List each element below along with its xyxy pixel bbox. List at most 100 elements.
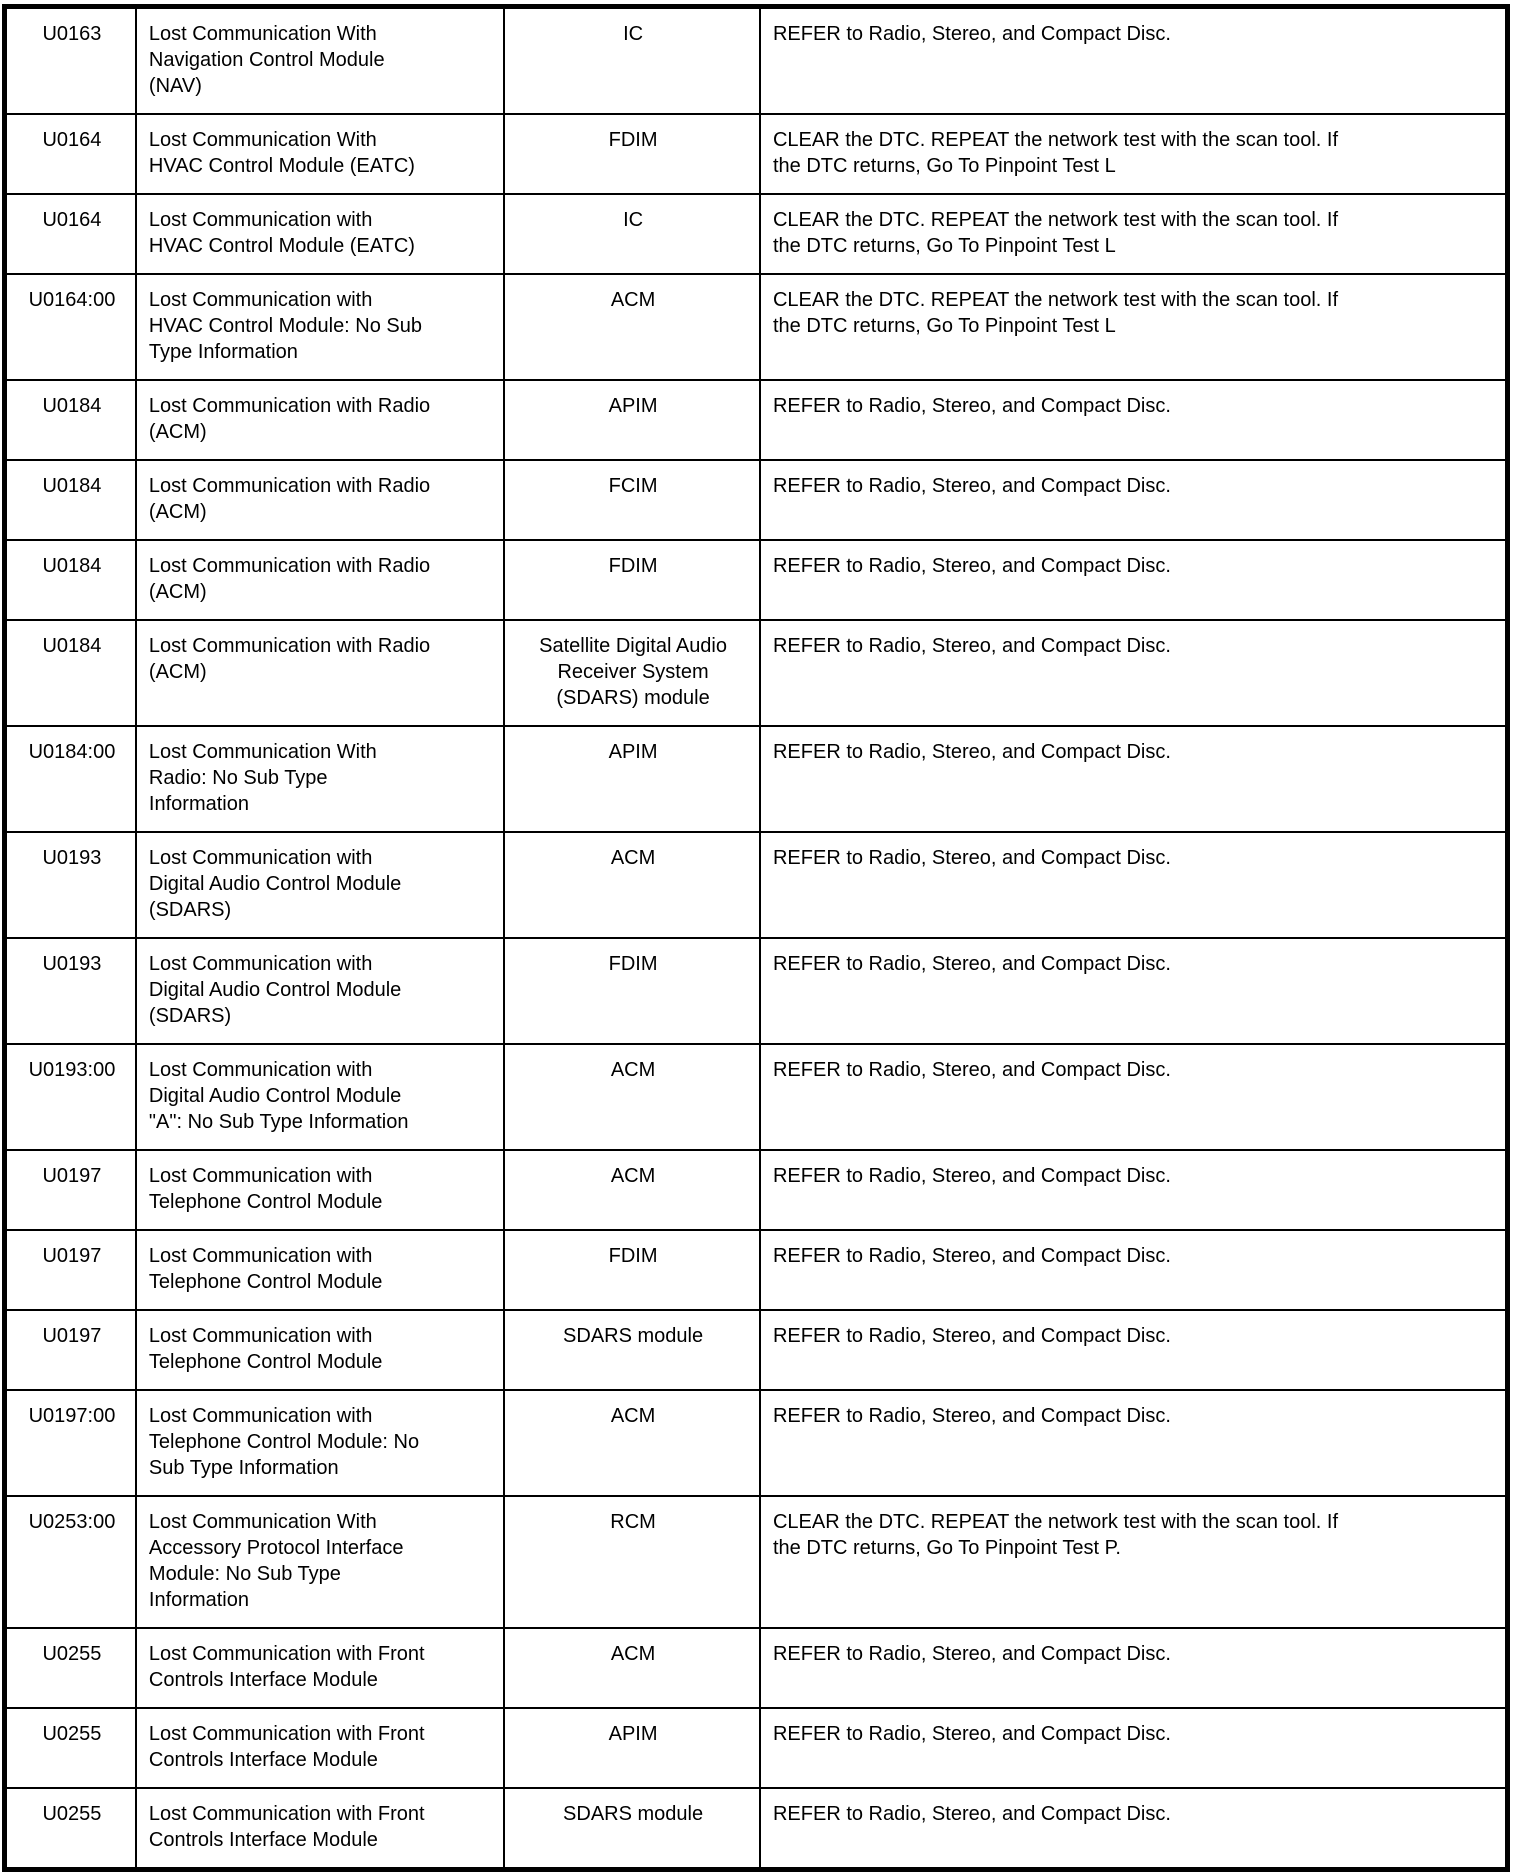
dtc-table-row: U0197 Lost Communication with Telephone … — [3, 1149, 1509, 1231]
dtc-code-cell: U0197 — [3, 1149, 137, 1231]
dtc-action-cell: CLEAR the DTC. REPEAT the network test w… — [758, 1495, 1509, 1629]
dtc-action-cell: REFER to Radio, Stereo, and Compact Disc… — [758, 937, 1509, 1045]
dtc-module-cell: FCIM — [503, 459, 761, 541]
dtc-action-cell: REFER to Radio, Stereo, and Compact Disc… — [758, 725, 1509, 833]
dtc-module-cell: Satellite Digital Audio Receiver System … — [503, 619, 761, 727]
dtc-table-row: U0255 Lost Communication with Front Cont… — [3, 1707, 1509, 1789]
dtc-module-cell: SDARS module — [503, 1787, 761, 1871]
dtc-table-row: U0184:00 Lost Communication With Radio: … — [3, 725, 1509, 833]
dtc-module-cell: ACM — [503, 1043, 761, 1151]
dtc-module-cell: FDIM — [503, 1229, 761, 1311]
dtc-module-cell: ACM — [503, 831, 761, 939]
dtc-code-cell: U0197 — [3, 1229, 137, 1311]
dtc-table: U0163 Lost Communication With Navigation… — [2, 4, 1510, 1872]
dtc-code-cell: U0193:00 — [3, 1043, 137, 1151]
dtc-action-cell: CLEAR the DTC. REPEAT the network test w… — [758, 273, 1509, 381]
dtc-description-cell: Lost Communication with Front Controls I… — [134, 1787, 506, 1871]
dtc-code-cell: U0197:00 — [3, 1389, 137, 1497]
dtc-action-cell: REFER to Radio, Stereo, and Compact Disc… — [758, 539, 1509, 621]
dtc-description-cell: Lost Communication with Telephone Contro… — [134, 1229, 506, 1311]
dtc-module-cell: ACM — [503, 1149, 761, 1231]
dtc-code-cell: U0255 — [3, 1787, 137, 1871]
dtc-action-cell: REFER to Radio, Stereo, and Compact Disc… — [758, 379, 1509, 461]
dtc-description-cell: Lost Communication with Radio (ACM) — [134, 619, 506, 727]
dtc-action-cell: REFER to Radio, Stereo, and Compact Disc… — [758, 1229, 1509, 1311]
dtc-module-cell: IC — [503, 5, 761, 115]
dtc-table-row: U0164 Lost Communication With HVAC Contr… — [3, 113, 1509, 195]
dtc-action-cell: REFER to Radio, Stereo, and Compact Disc… — [758, 619, 1509, 727]
dtc-table-row: U0255 Lost Communication with Front Cont… — [3, 1787, 1509, 1871]
dtc-description-cell: Lost Communication with Digital Audio Co… — [134, 831, 506, 939]
dtc-description-cell: Lost Communication with Telephone Contro… — [134, 1309, 506, 1391]
dtc-table-row: U0184 Lost Communication with Radio (ACM… — [3, 619, 1509, 727]
dtc-code-cell: U0184 — [3, 379, 137, 461]
dtc-table-row: U0197:00 Lost Communication with Telepho… — [3, 1389, 1509, 1497]
dtc-module-cell: FDIM — [503, 539, 761, 621]
dtc-action-cell: REFER to Radio, Stereo, and Compact Disc… — [758, 5, 1509, 115]
dtc-action-cell: REFER to Radio, Stereo, and Compact Disc… — [758, 1389, 1509, 1497]
dtc-code-cell: U0184 — [3, 459, 137, 541]
dtc-code-cell: U0184 — [3, 619, 137, 727]
dtc-module-cell: IC — [503, 193, 761, 275]
dtc-table-row: U0253:00 Lost Communication With Accesso… — [3, 1495, 1509, 1629]
dtc-code-cell: U0193 — [3, 831, 137, 939]
dtc-code-cell: U0193 — [3, 937, 137, 1045]
dtc-code-cell: U0255 — [3, 1627, 137, 1709]
dtc-table-row: U0164:00 Lost Communication with HVAC Co… — [3, 273, 1509, 381]
dtc-table-row: U0163 Lost Communication With Navigation… — [3, 5, 1509, 115]
dtc-module-cell: FDIM — [503, 937, 761, 1045]
dtc-code-cell: U0197 — [3, 1309, 137, 1391]
dtc-module-cell: ACM — [503, 1389, 761, 1497]
dtc-description-cell: Lost Communication with Digital Audio Co… — [134, 1043, 506, 1151]
dtc-description-cell: Lost Communication With Radio: No Sub Ty… — [134, 725, 506, 833]
dtc-table-body: U0163 Lost Communication With Navigation… — [3, 5, 1509, 1871]
dtc-table-row: U0193 Lost Communication with Digital Au… — [3, 937, 1509, 1045]
dtc-action-cell: REFER to Radio, Stereo, and Compact Disc… — [758, 831, 1509, 939]
dtc-table-row: U0184 Lost Communication with Radio (ACM… — [3, 459, 1509, 541]
dtc-table-row: U0193 Lost Communication with Digital Au… — [3, 831, 1509, 939]
dtc-description-cell: Lost Communication with Radio (ACM) — [134, 379, 506, 461]
dtc-description-cell: Lost Communication with HVAC Control Mod… — [134, 193, 506, 275]
dtc-description-cell: Lost Communication with Radio (ACM) — [134, 539, 506, 621]
dtc-table-row: U0197 Lost Communication with Telephone … — [3, 1309, 1509, 1391]
dtc-description-cell: Lost Communication with Front Controls I… — [134, 1627, 506, 1709]
dtc-action-cell: REFER to Radio, Stereo, and Compact Disc… — [758, 1043, 1509, 1151]
dtc-table-row: U0193:00 Lost Communication with Digital… — [3, 1043, 1509, 1151]
dtc-table-row: U0164 Lost Communication with HVAC Contr… — [3, 193, 1509, 275]
dtc-code-cell: U0164:00 — [3, 273, 137, 381]
dtc-action-cell: REFER to Radio, Stereo, and Compact Disc… — [758, 1627, 1509, 1709]
dtc-description-cell: Lost Communication with Front Controls I… — [134, 1707, 506, 1789]
dtc-table-row: U0184 Lost Communication with Radio (ACM… — [3, 539, 1509, 621]
dtc-module-cell: SDARS module — [503, 1309, 761, 1391]
dtc-module-cell: APIM — [503, 725, 761, 833]
dtc-description-cell: Lost Communication With HVAC Control Mod… — [134, 113, 506, 195]
dtc-code-cell: U0163 — [3, 5, 137, 115]
dtc-action-cell: REFER to Radio, Stereo, and Compact Disc… — [758, 1707, 1509, 1789]
dtc-table-row: U0184 Lost Communication with Radio (ACM… — [3, 379, 1509, 461]
dtc-description-cell: Lost Communication with Radio (ACM) — [134, 459, 506, 541]
dtc-module-cell: ACM — [503, 273, 761, 381]
dtc-description-cell: Lost Communication with Telephone Contro… — [134, 1389, 506, 1497]
dtc-code-cell: U0255 — [3, 1707, 137, 1789]
dtc-table-row: U0197 Lost Communication with Telephone … — [3, 1229, 1509, 1311]
dtc-module-cell: APIM — [503, 1707, 761, 1789]
dtc-action-cell: REFER to Radio, Stereo, and Compact Disc… — [758, 1149, 1509, 1231]
dtc-code-cell: U0184:00 — [3, 725, 137, 833]
dtc-module-cell: APIM — [503, 379, 761, 461]
dtc-description-cell: Lost Communication with HVAC Control Mod… — [134, 273, 506, 381]
dtc-description-cell: Lost Communication With Accessory Protoc… — [134, 1495, 506, 1629]
dtc-description-cell: Lost Communication with Telephone Contro… — [134, 1149, 506, 1231]
dtc-action-cell: REFER to Radio, Stereo, and Compact Disc… — [758, 459, 1509, 541]
dtc-description-cell: Lost Communication With Navigation Contr… — [134, 5, 506, 115]
dtc-action-cell: REFER to Radio, Stereo, and Compact Disc… — [758, 1787, 1509, 1871]
dtc-code-cell: U0184 — [3, 539, 137, 621]
dtc-module-cell: RCM — [503, 1495, 761, 1629]
dtc-action-cell: CLEAR the DTC. REPEAT the network test w… — [758, 113, 1509, 195]
dtc-action-cell: CLEAR the DTC. REPEAT the network test w… — [758, 193, 1509, 275]
dtc-action-cell: REFER to Radio, Stereo, and Compact Disc… — [758, 1309, 1509, 1391]
dtc-code-cell: U0253:00 — [3, 1495, 137, 1629]
dtc-module-cell: FDIM — [503, 113, 761, 195]
dtc-module-cell: ACM — [503, 1627, 761, 1709]
dtc-description-cell: Lost Communication with Digital Audio Co… — [134, 937, 506, 1045]
